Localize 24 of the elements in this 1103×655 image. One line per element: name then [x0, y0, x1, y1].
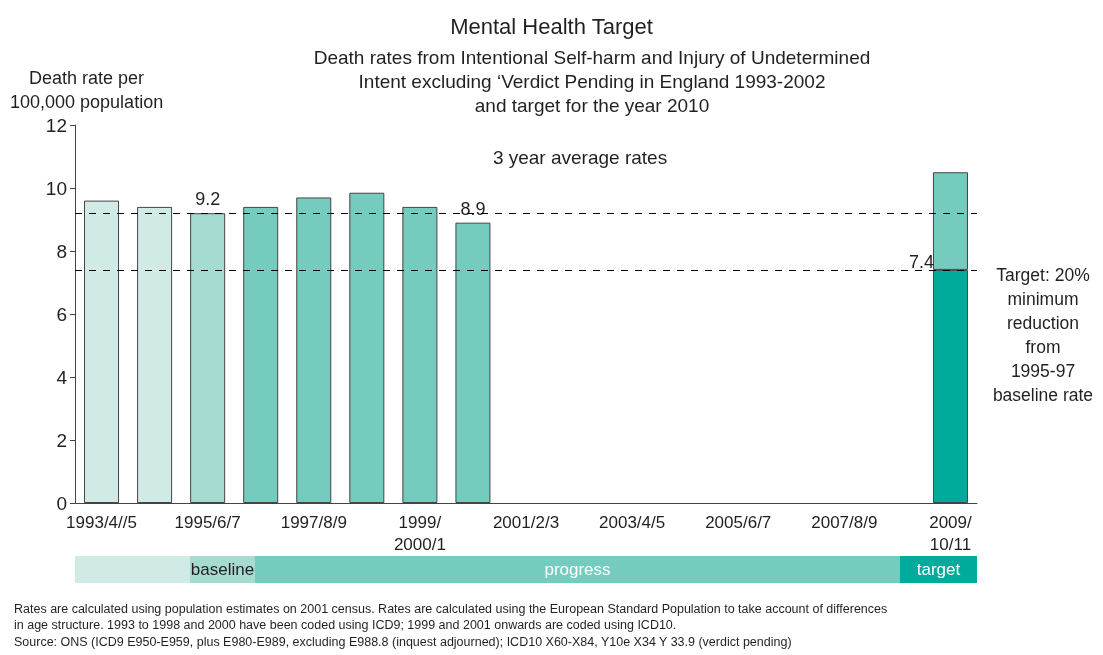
x-tick-label: 1999/ 2000/1 — [393, 512, 446, 554]
data-label: 9.2 — [195, 189, 221, 210]
y-tick-label: 4 — [56, 366, 68, 388]
x-tick-label: 2003/4/5 — [599, 512, 666, 532]
x-tick-label: 2001/2/3 — [492, 512, 560, 532]
x-tick-label: 2007/8/9 — [811, 512, 878, 532]
chart-subtitle: Death rates from Intentional Self-harm and Injury of Undetermined Intent excluding ‘Verdict Pending in England 1993-2002 and target for the year 2010 — [313, 46, 871, 116]
y-tick-label: 8 — [56, 240, 67, 262]
x-tick-label: 2009/ 10/11 — [929, 512, 973, 554]
x-tick-label: 1997/8/9 — [280, 512, 347, 532]
y-tick-label: 0 — [56, 492, 67, 514]
y-tick-label: 12 — [45, 114, 67, 136]
y-tick-label: 10 — [45, 177, 67, 199]
text: Target: 20% minimum reduction from 1995-97 baseline rate — [992, 265, 1094, 405]
y-tick-label: 2 — [56, 429, 67, 451]
annotation: 3 year average rates — [492, 146, 668, 168]
y-axis-title: Death rate per 100,000 population — [10, 68, 164, 112]
x-tick-label: 2005/6/7 — [705, 512, 772, 532]
source-note: Source: ONS (ICD9 E950-E959, plus E980-E989, excluding E988.8 (inquest adjourned); ICD10 X60-X84, Y10e X34 Y 33.9 (verdict pending) — [14, 635, 792, 649]
x-tick-label: 1993/4//5 — [66, 512, 137, 532]
chart-title: Mental Health Target — [450, 13, 653, 39]
x-tick-label: 1995/6/7 — [174, 512, 241, 532]
y-tick-label: 6 — [56, 303, 67, 325]
text: Rates are calculated using population estimates on 2001 census. Rates are calculated using the European Standard Population to take account of differences in age structure. 1993 to 1998 and 2000 have been coded using ICD9; 1999 and 2001 onwards are coded using ICD10. — [14, 602, 888, 632]
